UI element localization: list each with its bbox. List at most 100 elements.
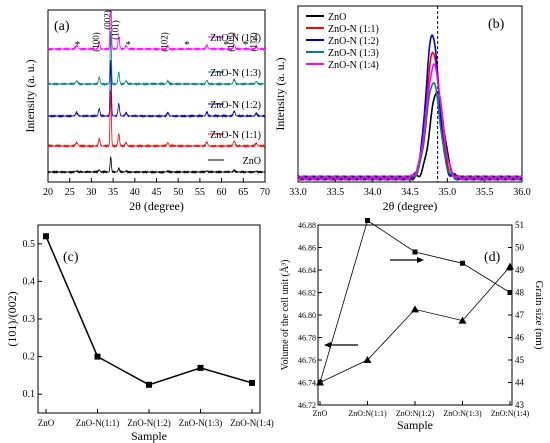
panel-d-left-point (506, 262, 514, 270)
panel-d-arrowhead-left (324, 342, 331, 348)
panel-a-peak-label: (101) (111, 20, 121, 40)
panel-a-series-line (47, 156, 266, 175)
panel-c-xtick-label: ZnO-N(1:2) (127, 418, 171, 428)
panel-b-xtick-label: 34.0 (364, 187, 382, 198)
panel-c-xlabel: Sample (131, 429, 167, 443)
panel-a-series-label: ZnO-N (1:4) (210, 33, 261, 44)
panel-d-series-right-line (319, 219, 511, 383)
panel-c-ytick-label: 0.1 (23, 389, 36, 400)
panel-a-series-label: ZnO-N (1:3) (210, 68, 261, 79)
panel-b-ylabel: Intensity (a. u.) (273, 57, 287, 130)
panel-d-right-point (507, 290, 513, 295)
panel-a-impurity-mark: * (223, 39, 229, 51)
panel-d-ytick-right-label: 47 (515, 310, 525, 320)
panel-a-peak-label: (112) (248, 32, 258, 51)
panel-b-legend-label: ZnO (328, 12, 346, 23)
panel-b-xlabel: 2θ (degree) (383, 199, 438, 213)
panel-a-xtick-label: 50 (173, 187, 183, 198)
panel-c-ytick-label: 0.2 (23, 352, 36, 363)
panel-d-ylabel-left: Volume of the cell unit (Å³) (279, 260, 291, 371)
panel-d-xtick-label: ZnO (313, 409, 328, 418)
panel-b-letter: (b) (488, 17, 505, 32)
panel-d-xtick-label: ZnO:N(1:2) (396, 409, 435, 418)
panel-d-ytick-right-label: 51 (515, 220, 524, 230)
panel-a-peak-label: (102) (159, 32, 169, 52)
panel-d-ytick-right-label: 45 (515, 355, 525, 365)
panel-a-series-line (47, 10, 266, 52)
panel-d-left-point (363, 356, 372, 363)
panel-b-xtick-label: 36.0 (513, 187, 531, 198)
panel-a-peak-label: (100) (91, 32, 101, 52)
panel-b-xtick-label: 35.5 (476, 187, 494, 198)
panel-a-xtick-label: 70 (260, 187, 270, 198)
panel-b-legend-label: ZnO-N (1:1) (328, 24, 379, 35)
panel-c-point (146, 381, 152, 388)
panel-a-series-line (47, 90, 266, 149)
panel-d-ylabel-right: Grain size (nm) (533, 280, 545, 349)
panel-a-xtick-label: 35 (108, 187, 118, 198)
panel-a-series-line (47, 30, 266, 87)
panel-a-xlabel: 2θ (degree) (129, 199, 184, 213)
panel-a-impurity-mark: * (126, 39, 132, 51)
panel-d-right-point (460, 260, 465, 266)
panel-c-ytick-label: 0.5 (23, 239, 36, 250)
panel-b-xtick-label: 33.0 (289, 187, 307, 198)
panel-d-ytick-left-label: 46.84 (298, 266, 316, 275)
panel-d-xtick-label: ZnO:N(1:3) (443, 409, 482, 418)
panel-d-arrowhead-right (417, 257, 424, 263)
panel-c-ytick-label: 0.4 (23, 276, 36, 287)
panel-b-legend-label: ZnO-N (1:2) (328, 36, 379, 47)
panel-d-ytick-left-label: 46.80 (298, 311, 316, 320)
panel-d-letter: (d) (484, 250, 501, 265)
panel-a-impurity-mark: * (75, 39, 81, 51)
panel-b-series-line (297, 63, 523, 181)
panel-a-xtick-label: 65 (238, 187, 248, 198)
panel-d-ytick-left-label: 46.86 (298, 244, 316, 253)
panel-b-series-line (297, 51, 523, 181)
panel-d-right-point (412, 249, 418, 255)
panel-d-ytick-right-label: 50 (515, 243, 525, 253)
panel-b-xtick-label: 34.5 (401, 187, 419, 198)
panel-b-xtick-label: 35.0 (439, 187, 457, 198)
panel-a-series-label: ZnO-N (1:1) (210, 130, 261, 141)
panel-a-xtick-label: 30 (86, 187, 96, 198)
panel-a-peak-label: (103) (226, 32, 236, 52)
panel-d-ytick-left-label: 46.88 (298, 221, 316, 230)
panel-a-series-label: ZnO (243, 156, 261, 167)
panel-c-point (197, 364, 204, 371)
panel-d-ytick-right-label: 46 (515, 333, 525, 343)
panel-c-xtick-label: ZnO-N(1:3) (179, 418, 223, 428)
panel-b-xtick-label: 33.5 (327, 187, 345, 198)
panel-d-left-point (411, 305, 419, 313)
panel-a-xtick-label: 40 (130, 187, 140, 198)
panel-a-xtick-label: 55 (195, 187, 205, 198)
panel-c-point (43, 233, 49, 240)
panel-d-right-point (317, 380, 323, 385)
panel-b-series-line (297, 90, 523, 181)
panel-a-xtick-label: 25 (65, 187, 75, 198)
panel-c-point (249, 379, 255, 386)
panel-a-xtick-label: 60 (217, 187, 227, 198)
panel-a-impurity-mark: * (184, 39, 190, 51)
panel-c-xtick-label: ZnO-N(1:4) (230, 418, 274, 428)
panel-a-letter: (a) (54, 19, 70, 34)
panel-c-ytick-label: 0.3 (23, 314, 36, 325)
panel-a-xtick-label: 20 (43, 187, 53, 198)
panel-c-xtick-label: ZnO (38, 418, 55, 428)
panel-d-ytick-right-label: 49 (515, 265, 525, 275)
panel-b-series-line (297, 81, 523, 181)
panel-d-ytick-right-label: 48 (515, 288, 525, 298)
panel-a-ylabel: Intensity (a. u.) (23, 59, 37, 132)
panel-b-legend-label: ZnO-N (1:4) (328, 60, 379, 71)
panel-d-ytick-left-label: 46.76 (298, 356, 316, 365)
panel-d-ytick-right-label: 43 (515, 400, 525, 410)
panel-a-xtick-label: 45 (152, 187, 162, 198)
panel-c-xtick-label: ZnO-N(1:1) (76, 418, 120, 428)
panel-d-right-point (365, 218, 370, 223)
panel-d-xtick-label: ZnO:N(1:1) (348, 409, 387, 418)
panel-d-ytick-left-label: 46.82 (298, 289, 316, 298)
panel-d-left-point (458, 316, 467, 324)
panel-d-ytick-left-label: 46.74 (298, 379, 316, 388)
panel-a-series-label: ZnO-N (1:2) (210, 100, 261, 111)
